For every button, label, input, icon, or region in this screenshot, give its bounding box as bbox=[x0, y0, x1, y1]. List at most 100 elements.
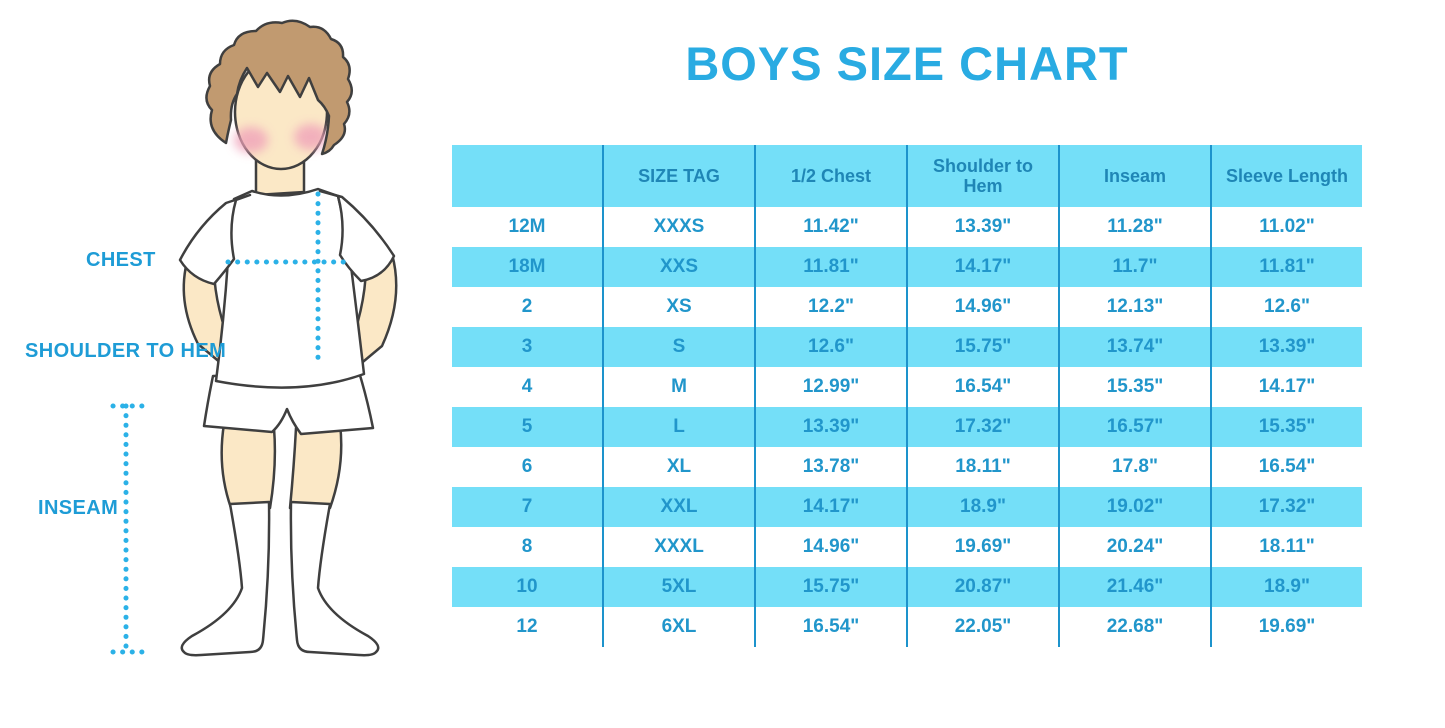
table-cell: 18.9" bbox=[1210, 567, 1362, 607]
table-cell: 17.8" bbox=[1058, 447, 1210, 487]
row-size-label: 3 bbox=[521, 336, 533, 357]
hair bbox=[205, 19, 353, 156]
table-row: 12 6XL 16.54" 22.05" 22.68" 19.69" bbox=[452, 607, 1362, 647]
shorts bbox=[202, 370, 375, 436]
size-table: SIZE TAG 1/2 Chest Shoulder to Hem Insea… bbox=[452, 145, 1362, 647]
table-cell: 18.11" bbox=[906, 447, 1058, 487]
row-size-label: 12M bbox=[508, 216, 546, 237]
left-sock bbox=[180, 500, 271, 657]
table-cell: 12.99" bbox=[754, 367, 906, 407]
inseam-label: INSEAM bbox=[38, 497, 119, 519]
table-cell: 19.02" bbox=[1058, 487, 1210, 527]
row-size-label: 8 bbox=[521, 536, 533, 557]
table-cell: 18.9" bbox=[906, 487, 1058, 527]
table-cell: 16.57" bbox=[1058, 407, 1210, 447]
table-row: 4 M 12.99" 16.54" 15.35" 14.17" bbox=[452, 367, 1362, 407]
table-cell: 11.81" bbox=[1210, 247, 1362, 287]
row-size-label: 5 bbox=[521, 416, 533, 437]
table-cell: 20.24" bbox=[1058, 527, 1210, 567]
table-cell: 22.68" bbox=[1058, 607, 1210, 647]
table-header-cell-sleeve-length: Sleeve Length bbox=[1210, 145, 1362, 207]
table-row: 5 L 13.39" 17.32" 16.57" 15.35" bbox=[452, 407, 1362, 447]
table-row: 7 XXL 14.17" 18.9" 19.02" 17.32" bbox=[452, 487, 1362, 527]
table-row: 3 S 12.6" 15.75" 13.74" 13.39" bbox=[452, 327, 1362, 367]
page-title: BOYS SIZE CHART bbox=[685, 37, 1129, 90]
table-cell: 15.75" bbox=[754, 567, 906, 607]
table-cell: 11.02" bbox=[1210, 207, 1362, 247]
table-cell: 17.32" bbox=[1210, 487, 1362, 527]
table-row: 12M XXXS 11.42" 13.39" 11.28" 11.02" bbox=[452, 207, 1362, 247]
right-leg bbox=[288, 422, 343, 510]
table-cell: 13.39" bbox=[754, 407, 906, 447]
table-row: 6 XL 13.78" 18.11" 17.8" 16.54" bbox=[452, 447, 1362, 487]
chest-label: CHEST bbox=[86, 249, 156, 271]
table-cell: XXL bbox=[602, 487, 754, 527]
table-cell: 12.6" bbox=[1210, 287, 1362, 327]
table-cell: 19.69" bbox=[906, 527, 1058, 567]
left-cheek bbox=[234, 127, 268, 153]
table-header-cell-size bbox=[452, 145, 602, 207]
table-cell: 14.17" bbox=[906, 247, 1058, 287]
table-row: 18M XXS 11.81" 14.17" 11.7" 11.81" bbox=[452, 247, 1362, 287]
table-cell: 11.28" bbox=[1058, 207, 1210, 247]
table-cell: XS bbox=[602, 287, 754, 327]
table-header-cell-half-chest: 1/2 Chest bbox=[754, 145, 906, 207]
table-cell: L bbox=[602, 407, 754, 447]
table-cell: XXXS bbox=[602, 207, 754, 247]
boy-illustration bbox=[110, 19, 398, 657]
table-cell: 15.35" bbox=[1210, 407, 1362, 447]
table-cell: 12.6" bbox=[754, 327, 906, 367]
table-cell: 21.46" bbox=[1058, 567, 1210, 607]
table-cell: XXXL bbox=[602, 527, 754, 567]
row-size-label: 18M bbox=[508, 256, 546, 277]
boy-figure-panel: CHEST SHOULDER TO HEM INSEAM bbox=[0, 0, 452, 723]
table-header-row: SIZE TAG 1/2 Chest Shoulder to Hem Insea… bbox=[452, 145, 1362, 207]
table-cell: 16.54" bbox=[1210, 447, 1362, 487]
table-row: 10 5XL 15.75" 20.87" 21.46" 18.9" bbox=[452, 567, 1362, 607]
table-cell: 12.2" bbox=[754, 287, 906, 327]
table-cell: 11.42" bbox=[754, 207, 906, 247]
table-cell: M bbox=[602, 367, 754, 407]
table-cell: 14.96" bbox=[754, 527, 906, 567]
table-cell: 14.17" bbox=[754, 487, 906, 527]
row-size-label: 4 bbox=[521, 376, 533, 397]
row-size-label: 6 bbox=[521, 456, 533, 477]
table-cell: 15.35" bbox=[1058, 367, 1210, 407]
table-cell: XXS bbox=[602, 247, 754, 287]
row-size-label: 12 bbox=[516, 616, 538, 637]
table-cell: 15.75" bbox=[906, 327, 1058, 367]
table-cell: 17.32" bbox=[906, 407, 1058, 447]
table-cell: 16.54" bbox=[906, 367, 1058, 407]
table-cell: 13.74" bbox=[1058, 327, 1210, 367]
table-cell: 6XL bbox=[602, 607, 754, 647]
table-cell: 12.13" bbox=[1058, 287, 1210, 327]
right-cheek bbox=[294, 124, 328, 150]
table-cell: 13.39" bbox=[1210, 327, 1362, 367]
table-cell: 13.78" bbox=[754, 447, 906, 487]
table-cell: 11.7" bbox=[1058, 247, 1210, 287]
left-leg bbox=[220, 422, 277, 510]
table-header-cell-size-tag: SIZE TAG bbox=[602, 145, 754, 207]
table-header-cell-inseam: Inseam bbox=[1058, 145, 1210, 207]
shoulder-to-hem-label: SHOULDER TO HEM bbox=[25, 340, 227, 362]
table-header-cell-shoulder-to-hem: Shoulder to Hem bbox=[906, 145, 1058, 207]
table-cell: 13.39" bbox=[906, 207, 1058, 247]
table-row: 2 XS 12.2" 14.96" 12.13" 12.6" bbox=[452, 287, 1362, 327]
table-cell: 11.81" bbox=[754, 247, 906, 287]
table-row: 8 XXXL 14.96" 19.69" 20.24" 18.11" bbox=[452, 527, 1362, 567]
row-size-label: 7 bbox=[521, 496, 533, 517]
row-size-label: 10 bbox=[516, 576, 538, 597]
table-cell: 18.11" bbox=[1210, 527, 1362, 567]
right-sleeve bbox=[318, 189, 396, 283]
table-cell: 14.96" bbox=[906, 287, 1058, 327]
table-body: 12M XXXS 11.42" 13.39" 11.28" 11.02" 18M XXS 11.… bbox=[452, 207, 1362, 647]
row-size-label: 2 bbox=[521, 296, 533, 317]
table-cell: XL bbox=[602, 447, 754, 487]
table-cell: S bbox=[602, 327, 754, 367]
table-cell: 5XL bbox=[602, 567, 754, 607]
left-sleeve bbox=[178, 193, 252, 286]
table-cell: 16.54" bbox=[754, 607, 906, 647]
table-cell: 20.87" bbox=[906, 567, 1058, 607]
table-cell: 19.69" bbox=[1210, 607, 1362, 647]
